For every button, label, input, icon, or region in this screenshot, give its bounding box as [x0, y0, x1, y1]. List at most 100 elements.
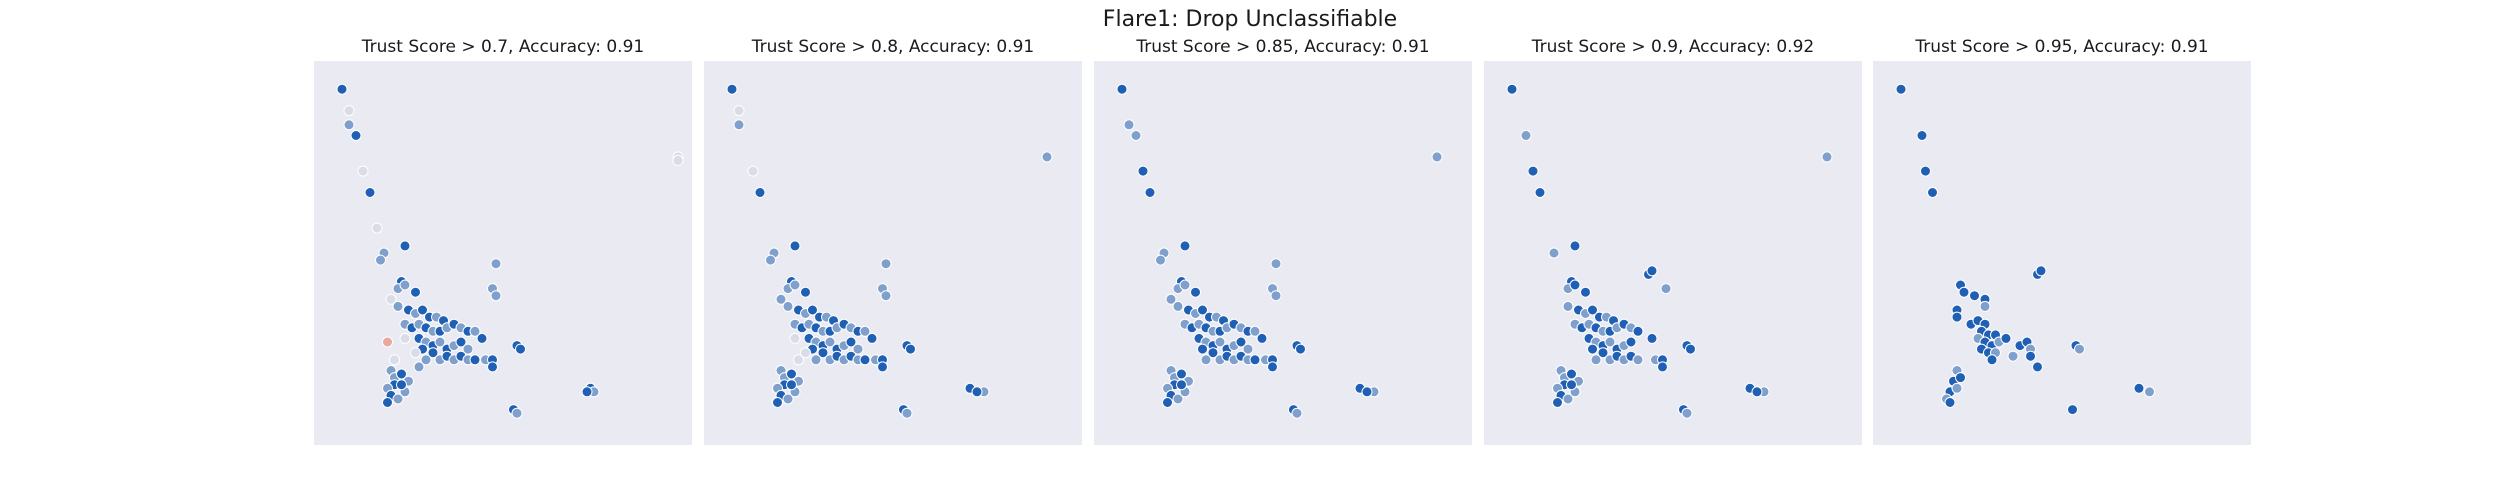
data-point [754, 187, 766, 198]
data-point [343, 105, 355, 117]
data-point [772, 397, 783, 408]
data-point [343, 119, 355, 131]
data-point [371, 222, 383, 234]
data-point [427, 347, 439, 359]
data-point [1267, 361, 1278, 373]
data-point [1165, 293, 1177, 305]
data-point [1566, 379, 1577, 391]
data-point [1041, 151, 1053, 163]
data-point [1172, 300, 1184, 312]
data-point [852, 343, 864, 355]
data-point [1604, 336, 1616, 348]
data-point [1249, 354, 1261, 366]
data-point [1580, 286, 1591, 298]
data-point [469, 325, 481, 337]
data-point [1625, 336, 1637, 348]
subplot-grid: Trust Score > 0.7, Accuracy: 0.91 Trust S… [314, 37, 2251, 445]
data-point [845, 336, 857, 348]
data-point [905, 343, 916, 355]
data-point [1916, 130, 1928, 141]
data-point [782, 300, 794, 312]
data-point [1597, 347, 1609, 359]
data-point [824, 336, 836, 348]
panel-title: Trust Score > 0.9, Accuracy: 0.92 [1531, 37, 1814, 57]
data-point [1144, 187, 1156, 198]
data-point [807, 304, 818, 316]
data-point [1552, 397, 1563, 408]
data-point [1431, 151, 1443, 163]
data-point [1562, 300, 1574, 312]
data-point [1534, 187, 1546, 198]
data-point [1895, 83, 1907, 95]
data-point [1235, 336, 1247, 348]
data-point [1172, 393, 1184, 405]
scatter-panel-1: Trust Score > 0.7, Accuracy: 0.91 [314, 37, 692, 445]
scatter-panel-3: Trust Score > 0.85, Accuracy: 0.91 [1094, 37, 1472, 445]
data-point [1569, 240, 1581, 252]
data-point [1123, 119, 1135, 131]
data-point [1979, 300, 1991, 312]
data-point [389, 354, 400, 366]
data-point [469, 354, 481, 366]
data-point [1270, 290, 1282, 302]
data-point [789, 332, 801, 344]
data-point [1562, 393, 1574, 405]
data-point [789, 240, 801, 252]
scatter-panel-2: Trust Score > 0.8, Accuracy: 0.91 [704, 37, 1082, 445]
data-point [1179, 279, 1191, 291]
data-point [434, 336, 446, 348]
data-point [859, 354, 871, 366]
data-point [672, 154, 684, 166]
data-point [800, 347, 811, 359]
data-point [490, 258, 502, 270]
data-point [2025, 350, 2036, 362]
data-point [410, 347, 421, 359]
data-point [1646, 332, 1658, 344]
data-point [1200, 354, 1212, 366]
data-point [1587, 343, 1598, 355]
data-point [1527, 165, 1539, 177]
data-point [786, 368, 797, 380]
data-point [410, 286, 421, 298]
data-point [726, 83, 738, 95]
data-point [1566, 368, 1577, 380]
data-point [1986, 354, 1998, 366]
data-point [515, 343, 526, 355]
data-point [1179, 240, 1191, 252]
data-point [1176, 368, 1187, 380]
data-point [2032, 361, 2043, 373]
data-point [392, 300, 404, 312]
data-point [1155, 254, 1166, 266]
data-point [375, 254, 386, 266]
data-point [1520, 130, 1532, 141]
data-point [364, 187, 376, 198]
data-point [786, 379, 797, 391]
data-point [413, 361, 425, 373]
figure-title: Flare1: Drop Unclassifiable [1103, 7, 1397, 32]
scatter-panel-5: Trust Score > 0.95, Accuracy: 0.91 [1873, 37, 2251, 445]
data-point [793, 354, 804, 366]
data-point [396, 379, 407, 391]
data-point [866, 332, 878, 344]
data-point [1632, 325, 1644, 337]
data-point [1958, 286, 1970, 298]
scatter-panel-4: Trust Score > 0.9, Accuracy: 0.92 [1484, 37, 1862, 445]
data-point [1944, 397, 1956, 408]
data-point [487, 361, 498, 373]
data-point [2007, 350, 2019, 362]
data-point [800, 286, 811, 298]
data-point [1249, 325, 1261, 337]
data-point [1951, 382, 1963, 394]
data-point [1660, 283, 1672, 295]
data-point [396, 368, 407, 380]
panel-title: Trust Score > 0.95, Accuracy: 0.91 [1914, 37, 2208, 57]
data-point [765, 254, 776, 266]
data-point [859, 325, 871, 337]
data-point [336, 83, 348, 95]
data-point [782, 393, 794, 405]
data-point [1130, 130, 1142, 141]
data-point [747, 165, 759, 177]
data-point [1590, 354, 1602, 366]
data-point [2074, 343, 2085, 355]
